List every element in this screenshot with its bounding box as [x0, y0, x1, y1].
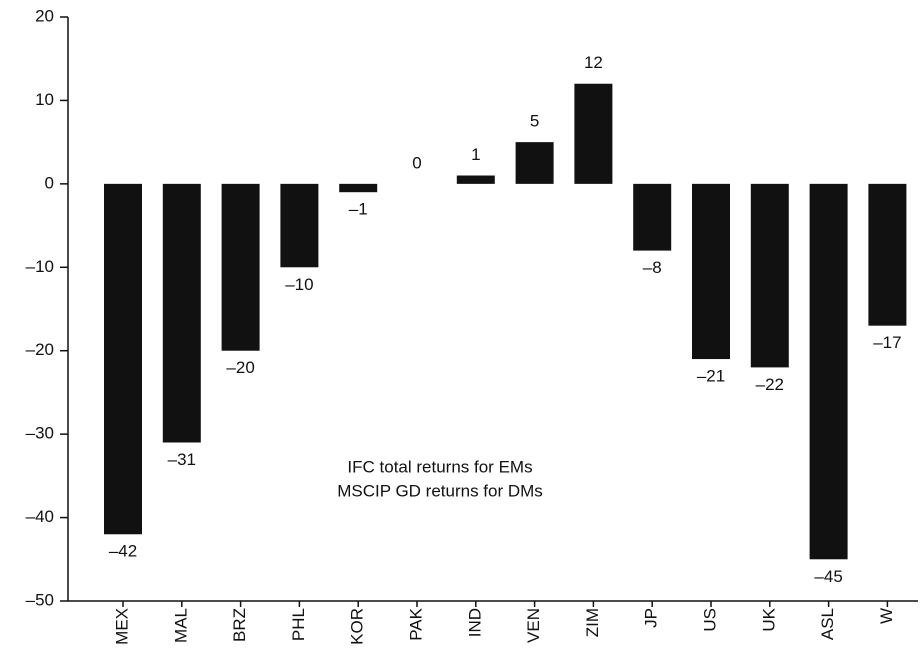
value-label: –31 [168, 450, 196, 469]
annotation: MSCIP GD returns for DMs [337, 481, 543, 500]
y-tick-label: 0 [45, 173, 54, 192]
x-tick-label: KOR [348, 608, 367, 645]
x-tick-label: MEX [112, 608, 131, 645]
x-tick-label: IND [465, 608, 484, 637]
bar [456, 175, 495, 184]
y-tick-label: 20 [35, 6, 54, 25]
value-label: –20 [226, 358, 254, 377]
x-tick-label: ZIM [583, 608, 602, 637]
bar [339, 183, 378, 193]
y-tick-label: –30 [26, 424, 54, 443]
bar [809, 183, 848, 560]
bar [515, 142, 554, 184]
annotation: IFC total returns for EMs [347, 457, 532, 476]
x-tick-label: MAL [171, 608, 190, 643]
value-label: 12 [584, 53, 603, 72]
bar [750, 183, 789, 368]
bar [162, 183, 201, 443]
value-label: –1 [349, 200, 368, 219]
x-tick-label: ASL [818, 608, 837, 640]
bar [692, 183, 730, 360]
x-tick-label: W [877, 608, 896, 624]
x-tick-label: PHL [289, 608, 308, 641]
x-tick-label: US [700, 608, 719, 632]
y-tick-label: –10 [26, 257, 54, 276]
bar [574, 83, 613, 184]
value-label: –10 [285, 275, 313, 294]
bar [104, 183, 142, 535]
value-label: –22 [756, 375, 784, 394]
value-label: –45 [814, 567, 842, 586]
x-tick-label: UK [759, 607, 778, 631]
y-tick-label: 10 [35, 90, 54, 109]
bar [221, 183, 260, 351]
value-label: –17 [873, 333, 901, 352]
value-label: –8 [643, 258, 662, 277]
bar [868, 183, 907, 326]
value-label: –42 [109, 542, 137, 561]
value-label: 1 [471, 145, 480, 164]
y-tick-label: –40 [26, 507, 54, 526]
x-tick-label: BRZ [230, 608, 249, 642]
y-tick-label: –50 [26, 590, 54, 609]
bar [280, 183, 319, 268]
value-label: –21 [697, 367, 725, 386]
value-label: 0 [412, 153, 421, 172]
bar [633, 183, 672, 251]
y-tick-label: –20 [26, 340, 54, 359]
x-tick-label: JP [642, 608, 661, 628]
x-tick-label: PAK [406, 607, 425, 640]
x-tick-label: VEN [524, 608, 543, 643]
value-label: 5 [530, 112, 539, 131]
